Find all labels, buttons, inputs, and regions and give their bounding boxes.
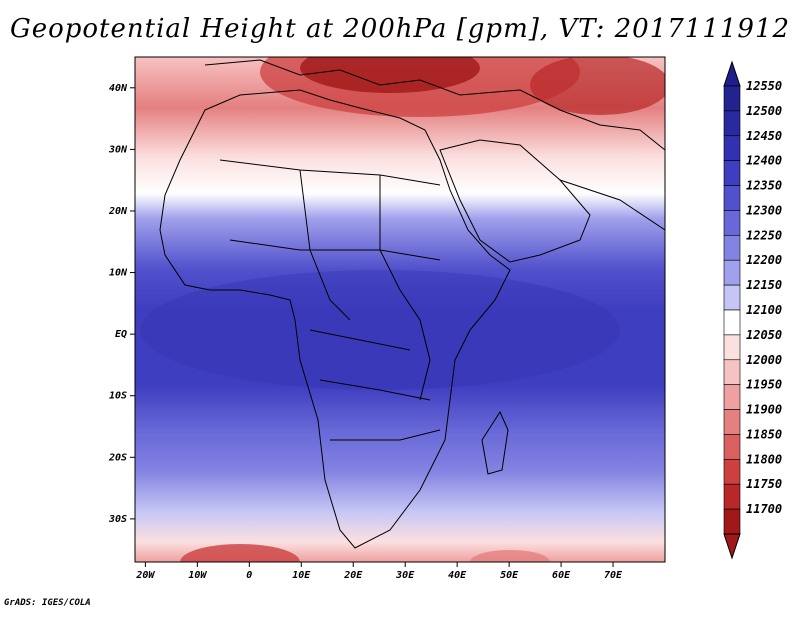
colorbar-label: 11950 [746, 378, 782, 392]
colorbar-swatch [723, 459, 741, 485]
colorbar-swatch [723, 110, 741, 137]
colorbar-swatch [723, 235, 741, 261]
x-tick-label: 40E [448, 570, 467, 581]
y-tick-label: EQ [115, 329, 127, 340]
grads-credit: GrADS: IGES/COLA [4, 598, 91, 608]
x-tick-label: 70E [604, 570, 623, 581]
latitude-axis: 40N 30N 20N 10N EQ 10S 20S 30S [108, 83, 135, 525]
colorbar-label: 12550 [746, 79, 782, 93]
interior-border-a [219, 159, 441, 186]
low-height-core-mediterranean [300, 57, 480, 93]
x-tick-label: 0 [246, 570, 252, 581]
interior-border-h [559, 179, 665, 231]
y-tick-label: 10S [109, 391, 127, 402]
colorbar-swatch [723, 135, 741, 161]
colorbar-label: 11800 [746, 452, 782, 466]
colorbar-label: 12300 [746, 203, 782, 217]
y-tick-label: 10N [109, 268, 128, 279]
colorbar-swatch [723, 210, 741, 236]
interior-border-g [330, 429, 441, 441]
madagascar-coastline [481, 410, 509, 475]
colorbar-label: 12250 [746, 228, 782, 242]
x-tick-label: 30E [395, 570, 415, 581]
colorbar-label: 12400 [746, 154, 782, 168]
country-borders [159, 59, 665, 549]
low-height-region-south-atlantic [180, 544, 300, 562]
colorbar-swatch [723, 483, 741, 510]
y-tick-label: 40N [109, 83, 128, 94]
colorbar-top-arrow [723, 60, 741, 87]
y-tick-label: 30N [108, 144, 128, 155]
colorbar-label: 11700 [746, 502, 782, 516]
map-frame [134, 56, 666, 563]
europe-coastline [204, 59, 665, 151]
colorbar-swatch [723, 259, 741, 286]
colorbar-label: 12000 [746, 353, 782, 367]
colorbar-label: 12500 [746, 104, 782, 118]
y-tick-label: 20N [108, 206, 128, 217]
colorbar-label: 12350 [746, 179, 782, 193]
interior-border-f [319, 379, 431, 401]
colorbar-swatch [723, 434, 741, 460]
x-tick-label: 60E [552, 570, 571, 581]
colorbar-swatch [723, 185, 741, 211]
colorbar-swatch [723, 284, 741, 311]
low-height-region-south-indian [470, 550, 550, 562]
height-field-background [135, 57, 665, 562]
x-tick-label: 10E [292, 570, 311, 581]
arabian-peninsula-coastline [439, 139, 591, 263]
africa-coastline [159, 89, 511, 549]
high-height-core [140, 270, 620, 390]
colorbar-label: 11850 [746, 427, 782, 441]
colorbar-swatch [723, 409, 741, 435]
interior-border-d [229, 239, 441, 261]
map-plot-area [135, 57, 665, 562]
low-height-region-arabia [530, 57, 665, 115]
longitude-axis: 20W 10W 0 10E 20E 30E 40E 50E 60E 70E [135, 562, 623, 581]
colorbar-label: 12200 [746, 253, 782, 267]
interior-border-b [299, 169, 351, 321]
interior-border-c [379, 175, 431, 401]
colorbar-label: 11900 [746, 403, 782, 417]
colorbar-label: 12150 [746, 278, 782, 292]
x-tick-label: 10W [188, 570, 207, 581]
colorbar-swatch [723, 359, 741, 385]
colorbar: 12550 12500 12450 12400 12350 12300 12250 12200… [723, 60, 782, 560]
colorbar-swatch [723, 160, 741, 186]
colorbar-swatch [723, 309, 741, 336]
colorbar-swatch [723, 85, 741, 112]
x-tick-label: 50E [500, 570, 519, 581]
interior-border-e [309, 329, 411, 351]
colorbar-bottom-arrow [723, 533, 741, 560]
y-tick-label: 30S [108, 514, 127, 525]
colorbar-swatch [723, 384, 741, 410]
colorbar-swatch [723, 334, 741, 361]
y-tick-label: 20S [108, 452, 127, 463]
map-title: Geopotential Height at 200hPa [gpm], VT:… [9, 14, 791, 44]
colorbar-label: 12100 [746, 303, 782, 317]
colorbar-label: 11750 [746, 477, 782, 491]
colorbar-swatch [723, 508, 741, 535]
colorbar-label: 12050 [746, 328, 782, 342]
x-tick-label: 20W [135, 570, 155, 581]
colorbar-label: 12450 [746, 129, 782, 143]
x-tick-label: 20E [343, 570, 363, 581]
